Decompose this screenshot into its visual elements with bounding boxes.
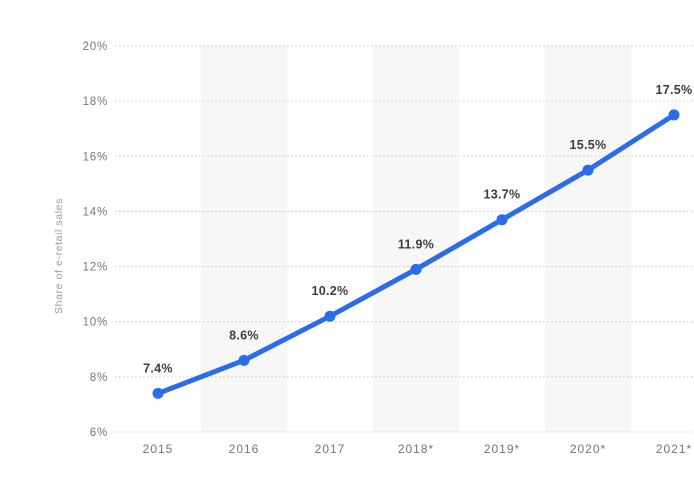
data-point-label: 15.5% [570, 138, 607, 152]
data-point-label: 7.4% [143, 361, 173, 375]
data-point-label: 17.5% [656, 83, 693, 97]
y-tick-label: 18% [83, 96, 108, 108]
x-tick-label: 2019* [484, 442, 520, 456]
y-tick-label: 14% [83, 206, 108, 218]
y-tick-label: 20% [83, 41, 108, 53]
data-point-label: 8.6% [229, 328, 259, 342]
y-tick-label: 8% [90, 372, 108, 384]
x-tick-label: 2018* [398, 442, 434, 456]
data-point[interactable] [496, 214, 508, 226]
line-chart-svg: 6% 8% 10% 12% 14% 16% 18% 20% Share of e-retail … [53, 41, 694, 456]
data-point[interactable] [668, 109, 680, 121]
y-tick-label: 16% [83, 151, 108, 163]
data-point[interactable] [410, 263, 422, 275]
column-band [373, 46, 459, 432]
x-tick-label: 2020* [570, 442, 606, 456]
data-point[interactable] [582, 164, 594, 176]
x-tick-label: 2021* [656, 442, 692, 456]
data-point[interactable] [152, 387, 164, 399]
data-point-label: 10.2% [312, 284, 349, 298]
data-point-label: 11.9% [398, 237, 434, 251]
y-tick-label: 6% [90, 427, 108, 439]
column-band [545, 46, 631, 432]
x-tick-label: 2017 [315, 442, 346, 456]
column-band [201, 46, 287, 432]
data-point[interactable] [324, 310, 336, 322]
e-retail-share-line-chart: 6% 8% 10% 12% 14% 16% 18% 20% Share of e-retail … [40, 16, 694, 482]
y-tick-label: 10% [83, 317, 108, 329]
x-tick-label: 2015 [143, 442, 174, 456]
y-axis-title: Share of e-retail sales [53, 198, 65, 314]
data-point[interactable] [238, 354, 250, 366]
data-point-label: 13.7% [484, 188, 521, 202]
y-tick-label: 12% [83, 262, 108, 274]
x-tick-label: 2016 [229, 442, 260, 456]
